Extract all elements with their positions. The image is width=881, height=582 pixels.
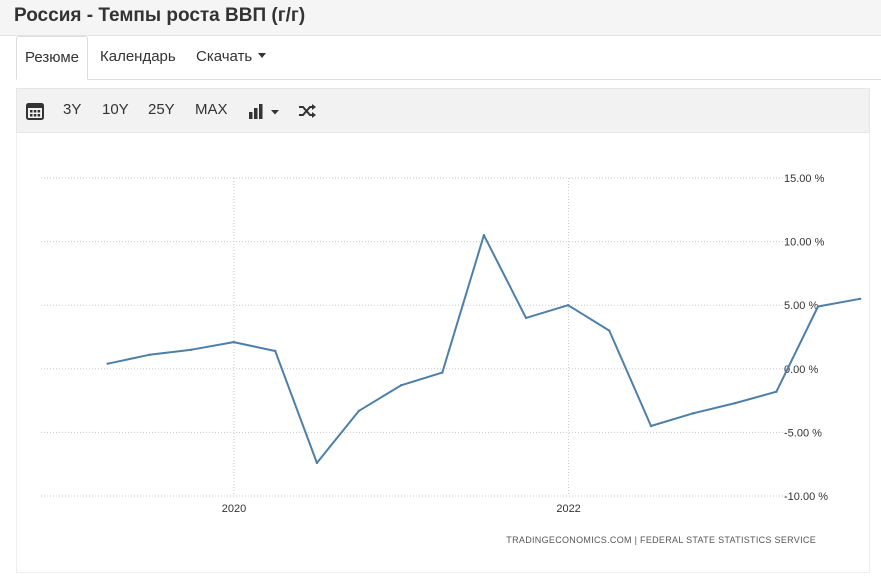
range-10y-button[interactable]: 10Y (102, 101, 129, 118)
range-3y-button[interactable]: 3Y (63, 101, 82, 118)
shuffle-icon[interactable] (297, 101, 317, 121)
data-point (816, 305, 820, 308)
chart-toolbar: 3Y 10Y 25Y MAX (16, 88, 870, 133)
data-point (441, 371, 444, 374)
tab-bar: Резюме Календарь Скачать (16, 36, 881, 80)
data-point (106, 362, 109, 365)
data-point (274, 349, 277, 353)
data-point (315, 461, 319, 465)
range-max-button[interactable]: MAX (195, 101, 228, 118)
data-point (524, 316, 528, 320)
y-tick-label: 5.00 % (784, 300, 818, 312)
y-tick-label: -5.00 % (784, 427, 822, 439)
data-point (232, 340, 235, 344)
data-point (399, 384, 403, 387)
tab-summary-label: Резюме (25, 49, 79, 66)
y-tick-label: 0.00 % (784, 364, 818, 376)
x-tick-label: 2020 (222, 503, 246, 515)
title-bar: Россия - Темпы роста ВВП (г/г) (0, 0, 881, 36)
data-point (190, 348, 193, 351)
bar-chart-icon[interactable] (247, 101, 283, 121)
data-point (733, 401, 737, 405)
y-tick-label: 15.00 % (784, 173, 825, 185)
tab-calendar[interactable]: Календарь (100, 36, 176, 80)
chevron-down-icon (258, 52, 267, 58)
data-point (858, 297, 862, 301)
data-point (608, 329, 611, 332)
tab-download-label: Скачать (196, 48, 253, 65)
x-tick-label: 2022 (556, 503, 580, 515)
page-title: Россия - Темпы роста ВВП (г/г) (14, 5, 306, 26)
data-point (148, 353, 151, 357)
data-point (775, 390, 778, 393)
tab-summary[interactable]: Резюме (16, 36, 88, 80)
series-line (107, 234, 861, 464)
tab-download[interactable]: Скачать (196, 36, 267, 80)
chart-svg: 15.00 % 10.00 % 5.00 % 0.00 % -5.00 % -10.00 … (41, 173, 862, 545)
tab-calendar-label: Календарь (100, 48, 176, 65)
source-label: TRADINGECONOMICS.COM | FEDERAL STATE STA… (506, 535, 816, 545)
chart-panel: 15.00 % 10.00 % 5.00 % 0.00 % -5.00 % -10.00 … (16, 133, 870, 573)
data-point (566, 304, 570, 307)
y-tick-label: -10.00 % (784, 491, 828, 503)
data-point (482, 234, 486, 237)
range-25y-button[interactable]: 25Y (148, 101, 175, 118)
data-point (691, 412, 695, 415)
data-point (649, 424, 653, 428)
y-tick-label: 10.00 % (784, 237, 825, 249)
calendar-icon[interactable] (25, 101, 45, 121)
data-point (357, 409, 361, 412)
